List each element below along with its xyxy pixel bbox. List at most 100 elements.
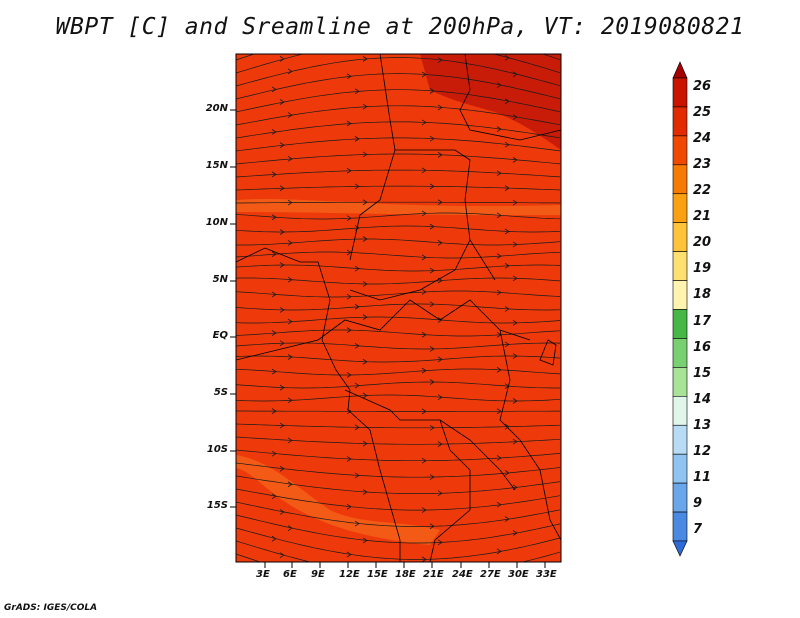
streamline-arrow bbox=[437, 490, 443, 497]
streamline-arrow bbox=[279, 142, 285, 148]
streamline bbox=[236, 238, 561, 246]
streamline-arrow bbox=[279, 509, 285, 515]
colorbar-swatch bbox=[672, 77, 688, 108]
lat-label: 5S bbox=[213, 387, 228, 398]
streamline bbox=[236, 201, 561, 204]
streamline-arrow bbox=[512, 114, 518, 120]
colorbar-label: 24 bbox=[693, 131, 712, 147]
streamline-arrow bbox=[505, 563, 509, 568]
grads-credit: GrADS: IGES/COLA bbox=[4, 603, 98, 613]
streamline-arrow bbox=[496, 548, 502, 555]
streamline-arrow bbox=[287, 68, 293, 75]
streamline bbox=[236, 54, 561, 74]
cool-region-southwest bbox=[236, 455, 440, 545]
colorbar-swatch bbox=[672, 193, 688, 223]
streamline-arrow bbox=[354, 225, 360, 231]
lon-label: 9E bbox=[311, 569, 325, 580]
streamline-arrow bbox=[429, 523, 435, 530]
colorbar-label: 9 bbox=[693, 495, 703, 511]
streamline-arrow bbox=[504, 98, 510, 105]
streamline-arrow bbox=[271, 535, 277, 542]
lon-label: 27E bbox=[480, 569, 501, 580]
streamline bbox=[236, 475, 561, 494]
lon-label: 15E bbox=[367, 569, 388, 580]
streamline-arrow bbox=[279, 185, 285, 192]
streamline-arrow bbox=[512, 71, 518, 78]
streamline bbox=[236, 169, 561, 178]
streamline-arrow bbox=[271, 251, 277, 257]
colorbar-label: 25 bbox=[693, 105, 712, 121]
streamline-arrow bbox=[504, 383, 510, 390]
colorbar-label: 23 bbox=[693, 157, 712, 173]
streamline-arrow bbox=[346, 456, 352, 462]
streamline bbox=[236, 394, 561, 402]
colorbar-swatch bbox=[672, 280, 688, 310]
streamline-arrow bbox=[279, 99, 285, 105]
streamline-arrow bbox=[437, 539, 443, 546]
streamline-arrow bbox=[496, 408, 502, 415]
colorbar-swatch bbox=[672, 164, 688, 195]
lon-label: 12E bbox=[339, 569, 360, 580]
streamline-arrow bbox=[437, 152, 443, 158]
streamline-arrow bbox=[421, 556, 427, 562]
streamline-arrow bbox=[504, 470, 510, 476]
streamline-arrow bbox=[279, 340, 285, 347]
lon-label: 18E bbox=[395, 569, 416, 580]
streamline-arrow bbox=[422, 606, 426, 611]
streamline-arrow bbox=[287, 481, 293, 488]
streamline-arrow bbox=[497, 39, 501, 44]
streamline-arrow bbox=[421, 367, 427, 374]
lat-label: EQ bbox=[212, 330, 228, 341]
streamline-arrow bbox=[362, 103, 368, 110]
streamline-arrow bbox=[354, 183, 360, 190]
streamline-arrow bbox=[437, 356, 443, 363]
lon-label: 30E bbox=[508, 569, 529, 580]
streamline-arrow bbox=[287, 354, 293, 360]
streamline bbox=[236, 89, 561, 113]
streamline-arrow bbox=[421, 408, 427, 415]
colorbar-label: 18 bbox=[693, 287, 712, 303]
streamline-arrow bbox=[271, 129, 277, 135]
streamline-arrow bbox=[271, 171, 277, 178]
streamline bbox=[236, 57, 561, 87]
streamline-arrow bbox=[438, 589, 442, 594]
streamline-arrow bbox=[279, 384, 285, 391]
country-borders bbox=[236, 54, 561, 562]
streamline-arrow bbox=[512, 199, 518, 206]
streamline bbox=[236, 501, 561, 527]
colorbar-label: 15 bbox=[693, 365, 712, 381]
streamline-arrow bbox=[504, 306, 510, 312]
streamline-arrow bbox=[421, 119, 427, 126]
streamline-arrow bbox=[271, 493, 277, 500]
colorbar-label: 16 bbox=[693, 339, 712, 355]
streamline-arrow bbox=[362, 281, 368, 287]
lon-label: 33E bbox=[536, 569, 557, 580]
streamline-arrow bbox=[437, 199, 443, 206]
streamline-arrow bbox=[287, 155, 293, 162]
streamline bbox=[236, 73, 561, 100]
streamline-arrow bbox=[354, 520, 360, 527]
streamline bbox=[236, 303, 561, 311]
colorbar-label: 22 bbox=[693, 183, 712, 199]
streamline bbox=[236, 355, 561, 363]
streamline-arrow bbox=[429, 135, 435, 142]
streamline-arrow bbox=[354, 136, 360, 142]
streamline-arrow bbox=[272, 579, 276, 584]
streamline bbox=[236, 436, 561, 445]
colorbar-label: 12 bbox=[693, 443, 712, 459]
streamline-arrow bbox=[512, 275, 518, 282]
colorbar-label: 13 bbox=[693, 417, 712, 433]
streamline-arrow bbox=[279, 465, 285, 472]
colorbar-swatch bbox=[672, 540, 688, 557]
lon-label: 21E bbox=[423, 569, 444, 580]
streamline-arrow bbox=[429, 301, 435, 308]
streamline-arrow bbox=[421, 507, 427, 513]
streamline-arrow bbox=[271, 408, 277, 414]
streamline-arrow bbox=[271, 450, 277, 457]
streamline-arrow bbox=[421, 167, 427, 174]
streamline bbox=[236, 449, 561, 462]
streamline-arrow bbox=[421, 331, 427, 338]
streamline bbox=[236, 251, 561, 259]
streamline-arrow bbox=[346, 327, 352, 333]
streamline-arrow bbox=[346, 249, 352, 256]
